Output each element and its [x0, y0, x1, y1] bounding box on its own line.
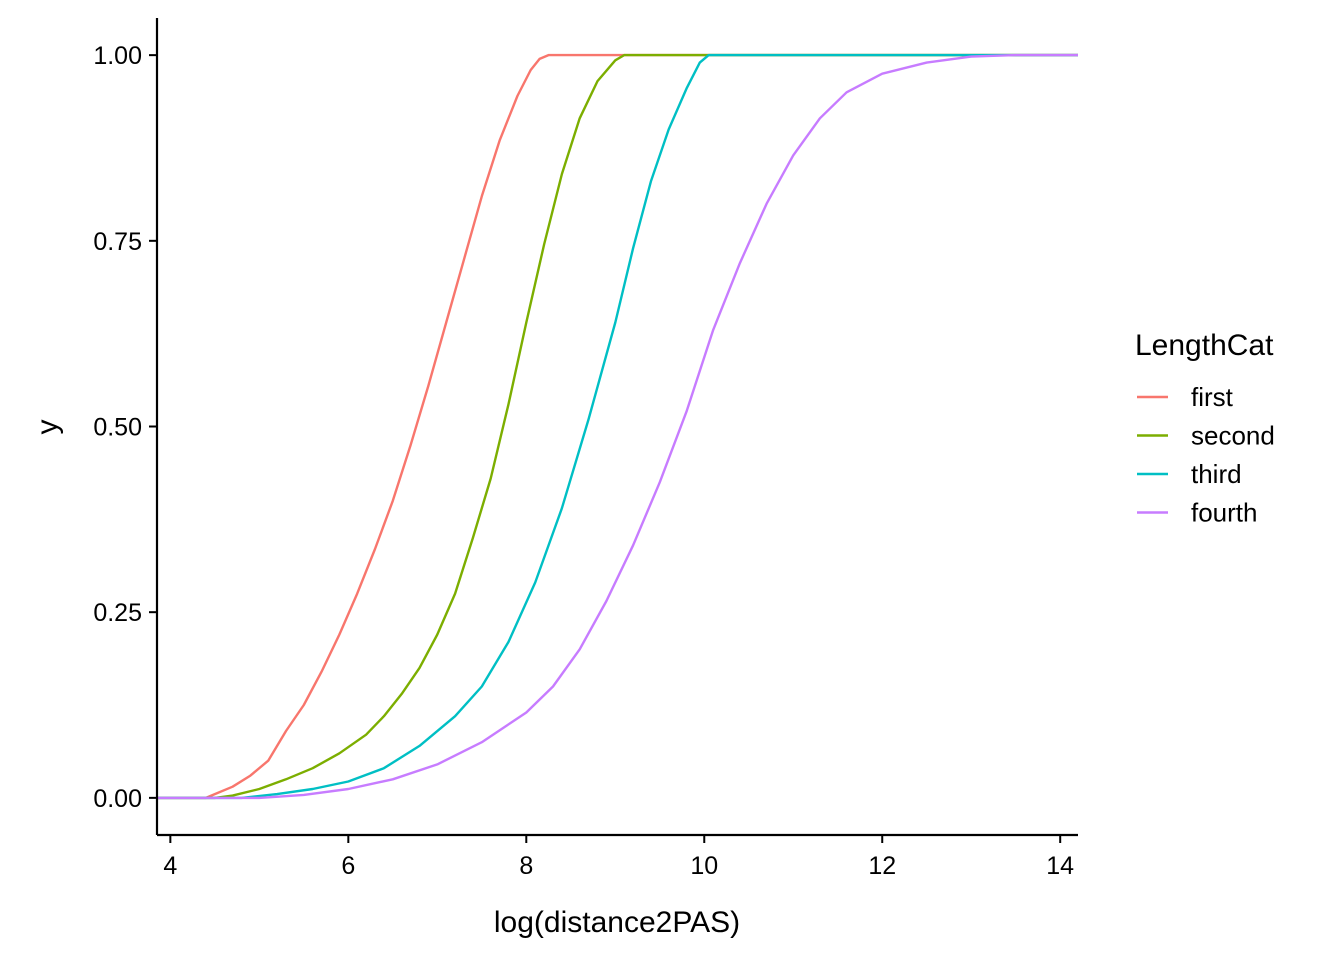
series-line-fourth [157, 53, 1078, 800]
legend-label-third: third [1191, 459, 1242, 489]
series-line-second [157, 53, 1078, 800]
x-tick-label: 6 [341, 852, 355, 880]
legend-label-first: first [1191, 382, 1234, 412]
y-axis-title: y [31, 420, 64, 435]
y-tick-label: 1.00 [93, 42, 142, 70]
series-line-third [157, 53, 1078, 800]
x-tick-label: 8 [519, 852, 533, 880]
axes: 4 6 8 10 12 14 0.00 0.25 0.50 0.75 1.00 [93, 18, 1078, 880]
y-tick-label: 0.75 [93, 228, 142, 256]
y-tick-label: 0.50 [93, 414, 142, 442]
x-tick-label: 14 [1046, 852, 1074, 880]
legend: LengthCat first second third fourth [1135, 329, 1275, 528]
legend-title: LengthCat [1135, 329, 1274, 362]
x-axis-title: log(distance2PAS) [494, 906, 740, 939]
x-tick-label: 10 [690, 852, 718, 880]
x-tick-label: 4 [163, 852, 177, 880]
plot-area [157, 53, 1078, 800]
y-tick-label: 0.00 [93, 785, 142, 813]
legend-label-second: second [1191, 421, 1275, 451]
x-tick-label: 12 [868, 852, 896, 880]
legend-label-fourth: fourth [1191, 498, 1258, 528]
series-line-first [157, 53, 1078, 800]
y-tick-label: 0.25 [93, 599, 142, 627]
